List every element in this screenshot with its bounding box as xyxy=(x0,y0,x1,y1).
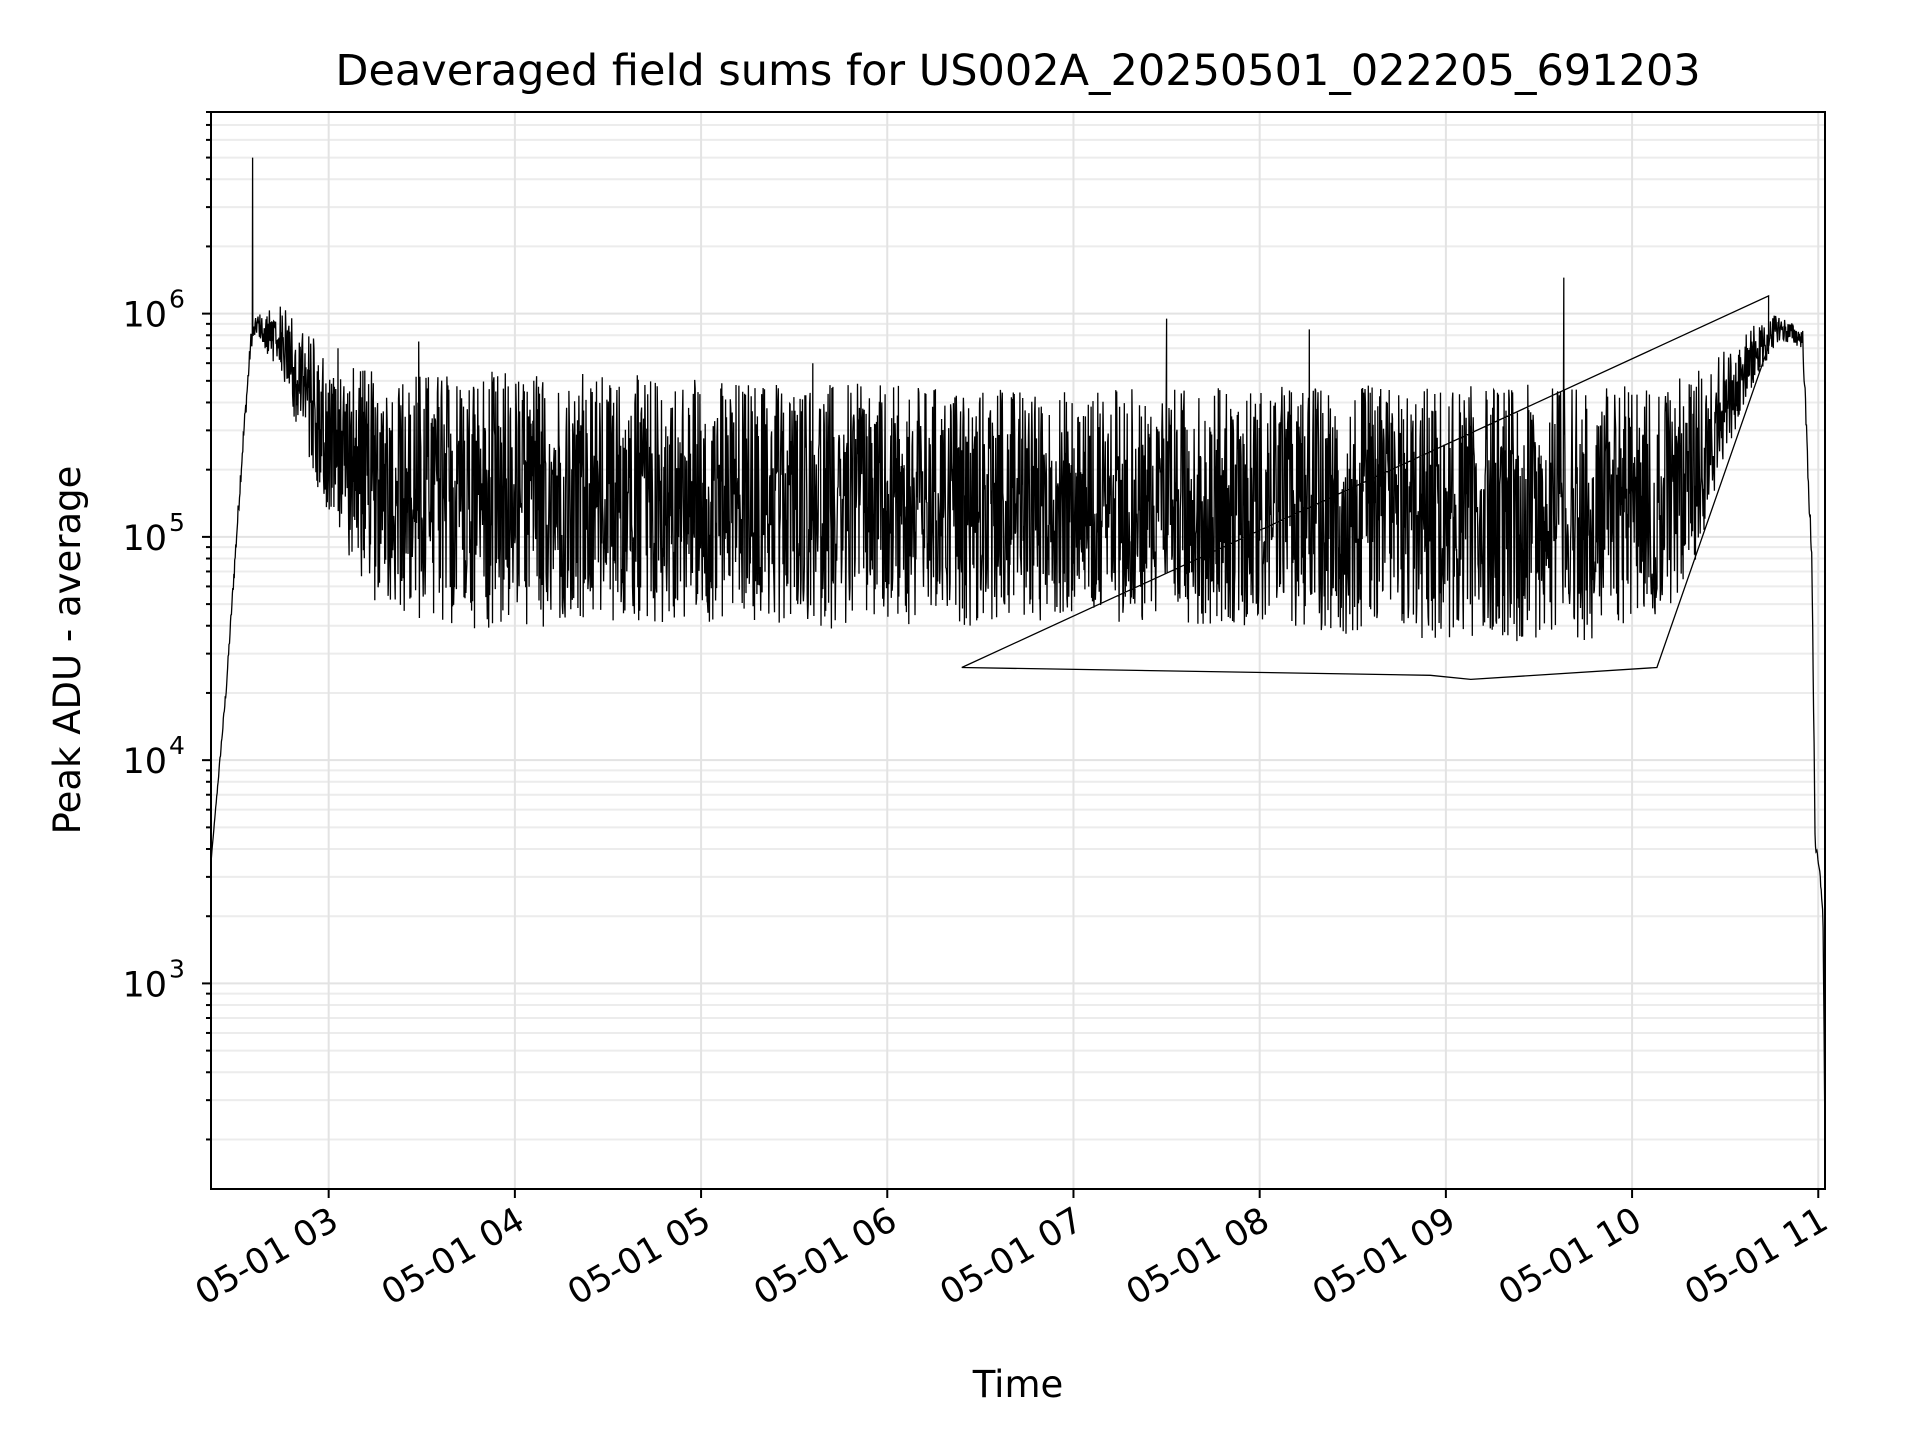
y-tick-label: 10 xyxy=(122,296,167,336)
y-tick-exponent: 6 xyxy=(169,285,185,314)
series-line-0 xyxy=(210,157,1826,1140)
y-tick-exponent: 5 xyxy=(169,508,185,537)
y-tick-label: 10 xyxy=(122,965,167,1005)
y-tick-label: 10 xyxy=(122,519,167,559)
chart-title: Deaveraged field sums for US002A_2025050… xyxy=(335,46,1700,96)
y-tick-label: 10 xyxy=(122,742,167,782)
plot-frame xyxy=(210,111,1826,1190)
y-tick-exponent: 3 xyxy=(169,954,185,983)
series-layer xyxy=(210,157,1826,1140)
y-tick-exponent: 4 xyxy=(169,731,185,760)
x-axis-label: Time xyxy=(972,1363,1064,1406)
y-axis-label: Peak ADU - average xyxy=(46,466,89,835)
